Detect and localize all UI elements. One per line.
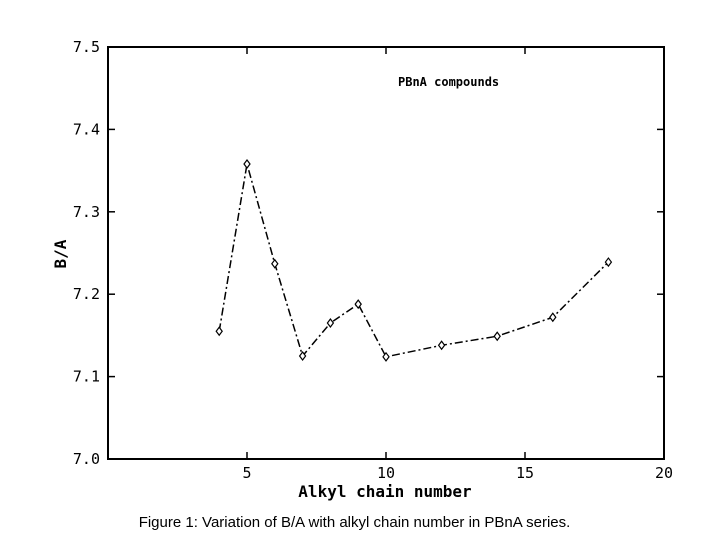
data-point-marker <box>382 351 390 362</box>
data-point-marker <box>604 257 613 268</box>
y-tick-label: 7.3 <box>73 203 100 221</box>
data-point-marker <box>215 326 223 337</box>
data-point-marker <box>493 331 501 342</box>
data-point-marker <box>354 299 362 310</box>
y-tick-label: 7.0 <box>73 450 100 468</box>
x-axis-label: Alkyl chain number <box>298 482 471 501</box>
data-point-marker <box>326 318 335 329</box>
plot-border <box>107 46 665 460</box>
y-tick-label: 7.4 <box>73 120 100 138</box>
data-series <box>215 159 613 362</box>
x-tick-label: 20 <box>655 464 673 482</box>
y-tick-label: 7.2 <box>73 285 100 303</box>
data-point-marker <box>437 340 446 351</box>
y-tick-label: 7.5 <box>73 38 100 56</box>
x-tick-label: 10 <box>377 464 395 482</box>
data-point-marker <box>298 351 307 361</box>
y-axis-label: B/A <box>51 239 70 268</box>
data-point-marker <box>243 159 251 170</box>
x-tick-label: 5 <box>242 464 251 482</box>
tick-labels: 5 10 15 20 7.0 7.1 7.2 7.3 7.4 7.5 <box>73 38 673 482</box>
chart: 5 10 15 20 7.0 7.1 7.2 7.3 7.4 7.5 PBnA compounds… <box>51 38 673 501</box>
chart-annotation: PBnA compounds <box>398 75 499 89</box>
data-point-marker <box>549 312 557 323</box>
data-point-marker <box>271 258 279 269</box>
figure-caption: Figure 1: Variation of B/A with alkyl ch… <box>138 514 571 531</box>
x-tick-label: 15 <box>516 464 534 482</box>
series-line <box>218 163 609 358</box>
axis-ticks <box>108 46 665 460</box>
y-tick-label: 7.1 <box>73 368 100 386</box>
plot-frame <box>107 46 665 460</box>
